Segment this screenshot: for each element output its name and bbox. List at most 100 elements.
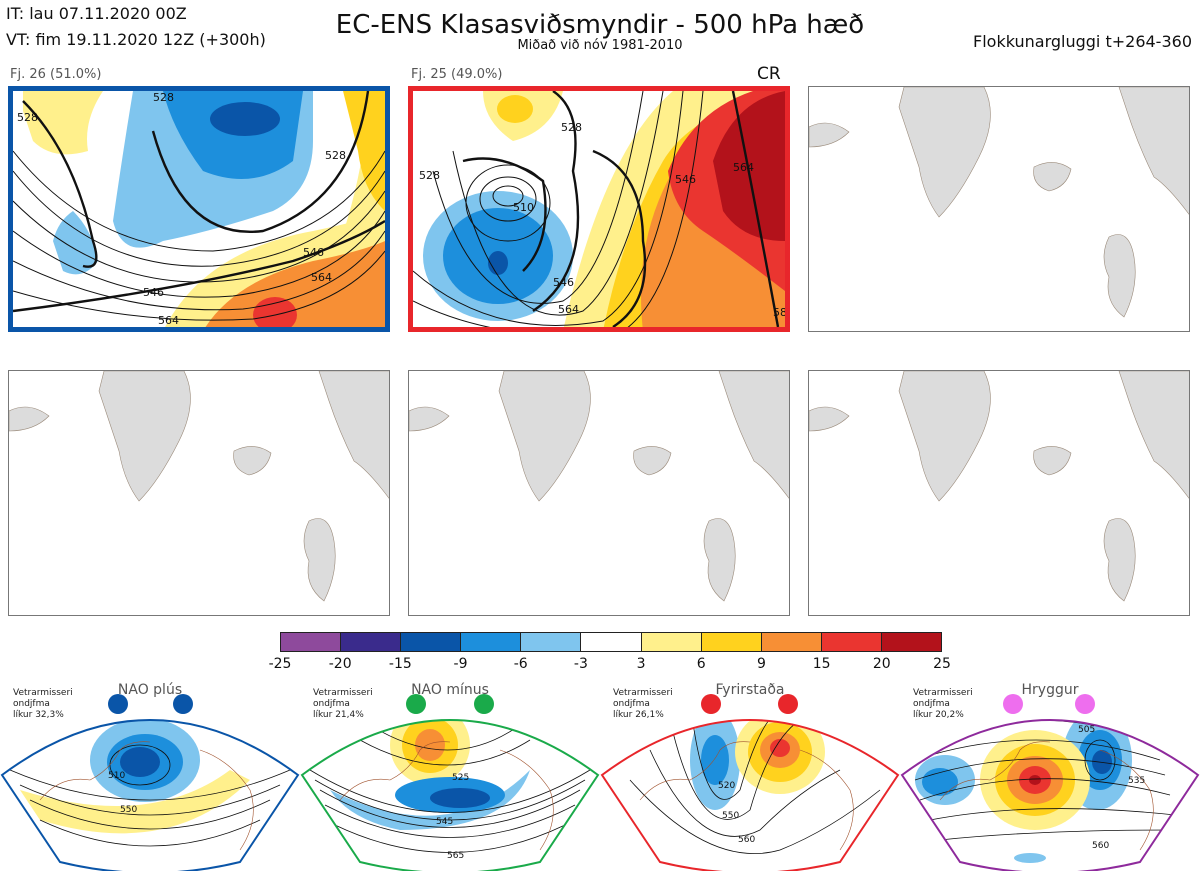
cluster-2-contour-label: 546 bbox=[675, 173, 696, 186]
regime-contour-label: 525 bbox=[452, 773, 469, 783]
cluster-1-contour-label: 528 bbox=[325, 149, 346, 162]
colorbar-segment bbox=[401, 633, 462, 651]
cluster-map-5-empty bbox=[408, 370, 790, 616]
colorbar-segment bbox=[761, 633, 822, 651]
colorbar-tick-label: 15 bbox=[812, 656, 831, 672]
cluster-1-contour-label: 528 bbox=[17, 111, 38, 124]
land-shape bbox=[1103, 518, 1136, 602]
regime-contour-label: 560 bbox=[738, 835, 755, 845]
cluster-2-label: Fj. 25 (49.0%) bbox=[411, 67, 503, 82]
cluster-map-3-empty bbox=[808, 86, 1190, 332]
regime-contour-label: 565 bbox=[447, 851, 464, 861]
basemap bbox=[809, 371, 1189, 602]
cluster-1-contour-label: 528 bbox=[153, 91, 174, 104]
anomaly-colorbar bbox=[280, 632, 942, 652]
land-shape bbox=[898, 87, 991, 218]
regime-contour-label: 550 bbox=[722, 811, 739, 821]
colorbar-segment bbox=[281, 633, 342, 651]
regime-contour-label: 535 bbox=[1128, 776, 1145, 786]
regime-contour-label: 545 bbox=[436, 817, 453, 827]
colorbar-segment bbox=[341, 633, 402, 651]
cluster-2-tag: CR bbox=[757, 64, 781, 84]
land-shape bbox=[233, 446, 272, 476]
classification-window: Flokkunargluggi t+264-360 bbox=[973, 32, 1192, 51]
land-shape bbox=[303, 518, 336, 602]
cluster-map-4-empty bbox=[8, 370, 390, 616]
land-shape bbox=[703, 518, 736, 602]
land-shape bbox=[409, 406, 450, 432]
colorbar-segment bbox=[581, 633, 642, 651]
cluster-1-contour-label: 546 bbox=[303, 246, 324, 259]
colorbar-tick-label: -3 bbox=[573, 656, 588, 672]
colorbar-segment bbox=[881, 633, 942, 651]
land-shape bbox=[498, 371, 591, 502]
valid-time: VT: fim 19.11.2020 12Z (+300h) bbox=[6, 30, 266, 49]
colorbar-segment bbox=[821, 633, 882, 651]
land-shape bbox=[1118, 87, 1189, 215]
regime-title: Fyrirstaða bbox=[715, 682, 785, 698]
land-shape bbox=[1118, 371, 1189, 499]
basemap bbox=[9, 371, 389, 602]
cluster-map-1-graphic: 528 528 546 546 564 564 528 bbox=[13, 91, 385, 327]
cluster-1-contour-label: 546 bbox=[143, 286, 164, 299]
colorbar-tick-label: 9 bbox=[756, 656, 766, 672]
colorbar-segment bbox=[461, 633, 522, 651]
colorbar-tick-label: 20 bbox=[872, 656, 891, 672]
regime-info: Vetrarmisseri ondjfma líkur 20,2% bbox=[913, 688, 973, 720]
regime-blocking-map: 520 550 560 bbox=[600, 694, 900, 871]
cluster-map-6-empty bbox=[808, 370, 1190, 616]
cluster-1-contour-label: 564 bbox=[311, 271, 332, 284]
land-shape bbox=[633, 446, 672, 476]
land-shape bbox=[9, 406, 50, 432]
cluster-2-contour-label: 528 bbox=[561, 121, 582, 134]
colorbar-tick-label: 6 bbox=[696, 656, 706, 672]
cluster-1-contour-label: 564 bbox=[158, 314, 179, 327]
page-title: EC-ENS Klasasviðsmyndir - 500 hPa hæð bbox=[335, 10, 865, 40]
land-shape bbox=[809, 122, 850, 148]
cluster-2-contour-label: 510 bbox=[513, 201, 534, 214]
regime-info: Vetrarmisseri ondjfma líkur 21,4% bbox=[313, 688, 373, 720]
cluster-2-contour-label: 564 bbox=[558, 303, 579, 316]
regime-contour-label: 505 bbox=[1078, 725, 1095, 735]
land-shape bbox=[809, 406, 850, 432]
colorbar-segment bbox=[701, 633, 762, 651]
cluster-map-1: 528 528 546 546 564 564 528 bbox=[8, 86, 390, 332]
regime-info: Vetrarmisseri ondjfma líkur 32,3% bbox=[13, 688, 73, 720]
cluster-2-contour-label: 58 bbox=[773, 306, 785, 319]
colorbar-segment bbox=[641, 633, 702, 651]
regime-nao-plus: 510 550 NAO plús Vetrarmisseri ondjfma l… bbox=[0, 680, 300, 871]
cluster-1-label: Fj. 26 (51.0%) bbox=[10, 67, 102, 82]
colorbar-tick-label: 3 bbox=[636, 656, 646, 672]
regime-contour-label: 550 bbox=[120, 805, 137, 815]
page-subtitle: Miðað við nóv 1981-2010 bbox=[517, 38, 683, 53]
basemap bbox=[809, 87, 1189, 318]
land-shape bbox=[898, 371, 991, 502]
land-shape bbox=[718, 371, 789, 499]
colorbar-segment bbox=[521, 633, 582, 651]
colorbar-tick-label: -25 bbox=[268, 656, 292, 672]
land-shape bbox=[318, 371, 389, 499]
colorbar-tick-label: -6 bbox=[513, 656, 528, 672]
regime-nao-minus: 525 545 565 NAO mínus Vetrarmisseri ondj… bbox=[300, 680, 600, 871]
regime-info: Vetrarmisseri ondjfma líkur 26,1% bbox=[613, 688, 673, 720]
regime-contour-label: 520 bbox=[718, 781, 735, 791]
colorbar-tick-label: 25 bbox=[933, 656, 951, 672]
regime-nao-plus-map: 510 550 bbox=[0, 694, 300, 871]
land-shape bbox=[98, 371, 191, 502]
regime-ridge: 505 535 560 Hryggur Vetrarmisseri ondjfm… bbox=[900, 680, 1200, 871]
cluster-2-contour-label: 564 bbox=[733, 161, 754, 174]
colorbar-tick-label: -9 bbox=[453, 656, 468, 672]
land-shape bbox=[1103, 234, 1136, 318]
regime-blocking: 520 550 560 Fyrirstaða Vetrarmisseri ond… bbox=[600, 680, 900, 871]
initial-time: IT: lau 07.11.2020 00Z bbox=[6, 4, 187, 23]
regime-contour-label: 560 bbox=[1092, 841, 1109, 851]
cluster-map-2-graphic: 528 528 510 546 564 546 564 58 bbox=[413, 91, 785, 327]
cluster-map-2: 528 528 510 546 564 546 564 58 bbox=[408, 86, 790, 332]
cluster-2-contour-label: 546 bbox=[553, 276, 574, 289]
regime-title: Hryggur bbox=[1021, 682, 1079, 698]
regime-nao-minus-map: 525 545 565 bbox=[300, 694, 600, 871]
colorbar-tick-label: -15 bbox=[388, 656, 412, 672]
regime-title: NAO mínus bbox=[411, 682, 489, 698]
regime-ridge-map: 505 535 560 bbox=[900, 694, 1200, 871]
regime-title: NAO plús bbox=[117, 682, 183, 698]
